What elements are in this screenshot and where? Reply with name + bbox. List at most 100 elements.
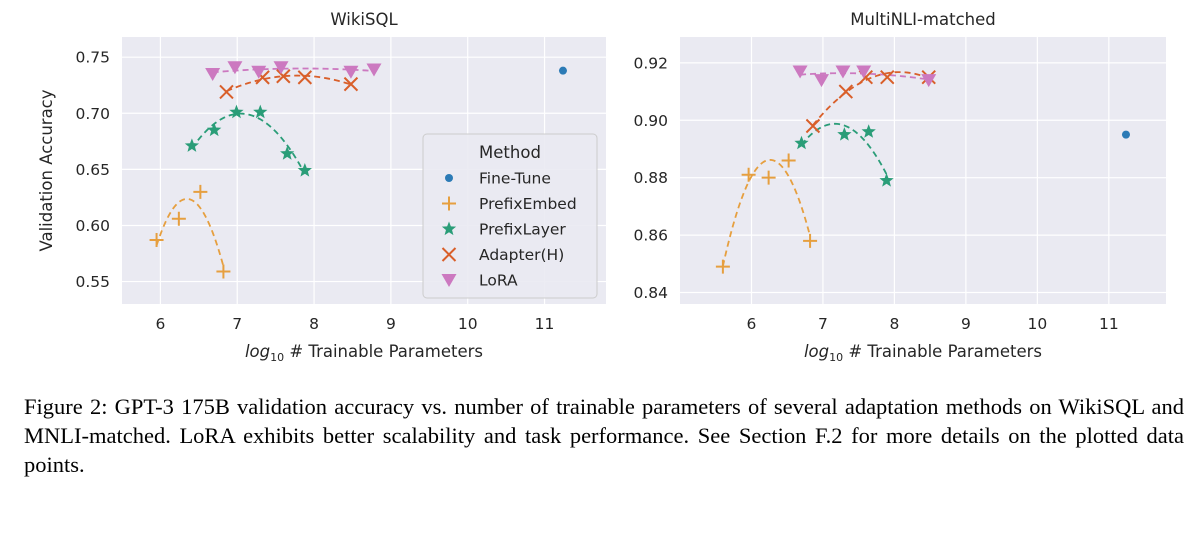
point-adapter-h-glyph bbox=[343, 76, 359, 92]
series-fine-tune bbox=[558, 66, 567, 75]
fit-curve-prefixlayer bbox=[800, 122, 888, 175]
y-tick-label: 0.55 bbox=[75, 273, 110, 291]
y-tick-label: 0.65 bbox=[75, 161, 110, 179]
legend-label: PrefixLayer bbox=[479, 221, 566, 239]
x-axis-label-subscript: 10 bbox=[829, 351, 843, 364]
point-adapter-h-glyph bbox=[838, 84, 854, 99]
legend-item-lora: LoRA bbox=[441, 272, 518, 290]
legend-item-adapter-h: Adapter(H) bbox=[441, 246, 564, 264]
x-tick-label: 7 bbox=[232, 315, 242, 333]
x-tick-label: 11 bbox=[535, 315, 555, 333]
series-adapter-h bbox=[805, 69, 936, 134]
x-axis-label: log10 # Trainable Parameters bbox=[245, 342, 483, 364]
point-prefixlayer bbox=[229, 104, 244, 119]
x-axis-label-log: log bbox=[804, 342, 829, 361]
point-lora bbox=[835, 65, 851, 79]
point-prefixembed-glyph bbox=[761, 170, 776, 185]
point-prefixembed bbox=[741, 167, 756, 182]
chart-title: WikiSQL bbox=[330, 10, 398, 29]
series-fine-tune bbox=[1121, 130, 1130, 139]
legend-marker-adapter-h-glyph bbox=[441, 247, 457, 262]
point-adapter-h-glyph bbox=[880, 69, 895, 85]
series-prefixlayer bbox=[794, 124, 894, 187]
fit-curve-prefixembed bbox=[722, 159, 811, 267]
legend-label: Fine-Tune bbox=[479, 170, 551, 188]
point-prefixlayer bbox=[794, 135, 809, 150]
x-tick-label: 10 bbox=[458, 315, 478, 333]
point-adapter-h bbox=[343, 76, 359, 92]
x-tick-label: 6 bbox=[747, 315, 757, 333]
x-axis-label: log10 # Trainable Parameters bbox=[804, 342, 1042, 364]
point-lora bbox=[856, 65, 872, 79]
y-tick-label: 0.84 bbox=[633, 284, 668, 302]
legend-marker-prefixlayer bbox=[441, 221, 457, 236]
y-tick-label: 0.75 bbox=[75, 49, 110, 67]
figure-canvas: 6 7 8 9 10 110.550.600.650.700.75WikiSQLlog10… bbox=[37, 10, 1166, 364]
point-lora bbox=[251, 65, 267, 79]
point-prefixembed-glyph bbox=[803, 233, 818, 248]
point-fine-tune bbox=[558, 66, 567, 75]
y-tick-label: 0.70 bbox=[75, 105, 110, 123]
point-adapter-h bbox=[297, 70, 313, 85]
point-adapter-h bbox=[838, 84, 854, 99]
legend: Method Fine-Tune PrefixEmbed PrefixLayer Ada… bbox=[422, 133, 598, 299]
point-prefixembed bbox=[171, 211, 186, 226]
fit-curve-prefixembed bbox=[155, 198, 225, 267]
point-prefixlayer bbox=[861, 124, 876, 138]
point-prefixembed bbox=[803, 233, 818, 248]
point-adapter-h-glyph bbox=[219, 84, 234, 100]
legend-marker-prefixembed-glyph bbox=[442, 196, 456, 211]
x-tick-label: 8 bbox=[889, 315, 899, 333]
point-prefixembed bbox=[216, 264, 231, 279]
y-tick-label: 0.92 bbox=[633, 54, 668, 72]
x-axis-label-rest: # Trainable Parameters bbox=[284, 342, 483, 361]
point-lora bbox=[792, 65, 808, 79]
point-prefixembed bbox=[761, 170, 776, 185]
point-prefixlayer bbox=[280, 146, 295, 160]
legend-marker-prefixembed bbox=[442, 196, 456, 211]
legend-title: Method bbox=[479, 143, 541, 162]
point-adapter-h-glyph bbox=[297, 70, 313, 85]
point-adapter-h-glyph bbox=[805, 118, 821, 134]
y-tick-label: 0.88 bbox=[633, 169, 668, 187]
chart-title: MultiNLI-matched bbox=[850, 10, 996, 29]
point-prefixlayer bbox=[879, 173, 894, 187]
fit-curve-adapter-h bbox=[226, 74, 352, 93]
x-tick-label: 11 bbox=[1099, 315, 1119, 333]
point-adapter-h bbox=[880, 69, 895, 85]
fit-curve-adapter-h bbox=[812, 71, 930, 126]
point-lora bbox=[921, 74, 937, 88]
x-tick-label: 9 bbox=[961, 315, 971, 333]
point-prefixembed-glyph bbox=[171, 211, 186, 226]
series-prefixlayer bbox=[184, 104, 312, 177]
legend-label: PrefixEmbed bbox=[479, 195, 577, 213]
y-tick-label: 0.90 bbox=[633, 112, 668, 130]
series-lora bbox=[205, 61, 382, 82]
x-tick-label: 7 bbox=[818, 315, 828, 333]
x-tick-label: 6 bbox=[155, 315, 165, 333]
point-prefixlayer bbox=[297, 163, 312, 177]
point-prefixlayer bbox=[253, 104, 268, 119]
legend-marker-adapter-h bbox=[441, 247, 457, 262]
point-prefixembed-glyph bbox=[741, 167, 756, 182]
x-tick-label: 8 bbox=[309, 315, 319, 333]
point-adapter-h-glyph bbox=[276, 69, 291, 84]
point-prefixembed-glyph bbox=[193, 184, 208, 199]
x-axis-label-rest: # Trainable Parameters bbox=[843, 342, 1042, 361]
legend-marker-lora bbox=[441, 274, 457, 287]
point-prefixlayer bbox=[184, 138, 200, 152]
point-lora bbox=[366, 63, 382, 77]
point-fine-tune bbox=[1121, 130, 1130, 139]
series-lora bbox=[792, 65, 937, 88]
point-prefixembed-glyph bbox=[216, 264, 231, 279]
legend-label: LoRA bbox=[479, 272, 518, 290]
y-tick-label: 0.86 bbox=[633, 227, 668, 245]
point-lora bbox=[273, 61, 289, 75]
legend-item-prefixembed: PrefixEmbed bbox=[442, 195, 577, 213]
y-tick-label: 0.60 bbox=[75, 217, 110, 235]
x-axis-label-subscript: 10 bbox=[270, 351, 284, 364]
point-lora bbox=[814, 74, 830, 88]
series-adapter-h bbox=[219, 69, 359, 100]
point-adapter-h bbox=[276, 69, 291, 84]
series-prefixembed bbox=[715, 153, 818, 274]
